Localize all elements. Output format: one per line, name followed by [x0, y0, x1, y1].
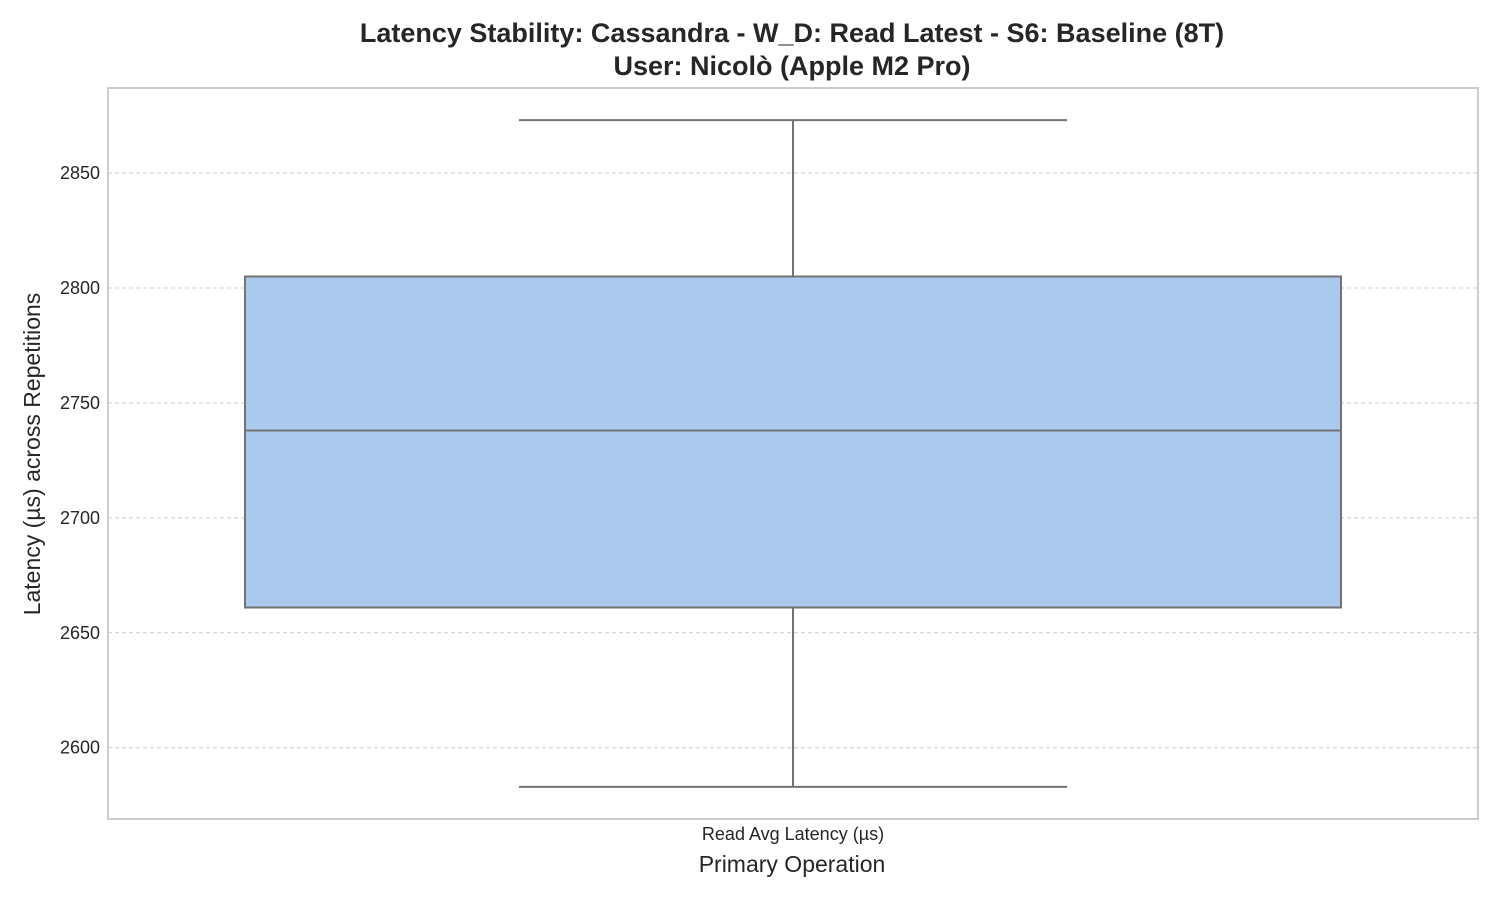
chart-title: Latency Stability: Cassandra - W_D: Read…: [360, 18, 1224, 48]
box-plot: [244, 119, 1342, 788]
y-tick-label: 2850: [60, 163, 100, 183]
x-tick-label: Read Avg Latency (µs): [702, 824, 884, 844]
x-tick-labels: Read Avg Latency (µs): [702, 824, 884, 844]
plot-frame: [107, 87, 1479, 820]
iqr-box: [244, 275, 1342, 609]
box-group: [244, 119, 1342, 788]
y-axis-label: Latency (µs) across Repetitions: [19, 293, 45, 616]
chart-subtitle: User: Nicolò (Apple M2 Pro): [613, 51, 970, 81]
x-axis-label: Primary Operation: [699, 851, 886, 877]
y-tick-label: 2700: [60, 508, 100, 528]
y-tick-label: 2600: [60, 738, 100, 758]
y-tick-label: 2750: [60, 393, 100, 413]
y-tick-label: 2800: [60, 278, 100, 298]
y-tick-label: 2650: [60, 623, 100, 643]
y-tick-labels: 2600 2650 2700 2750 2800 2850: [60, 163, 100, 758]
